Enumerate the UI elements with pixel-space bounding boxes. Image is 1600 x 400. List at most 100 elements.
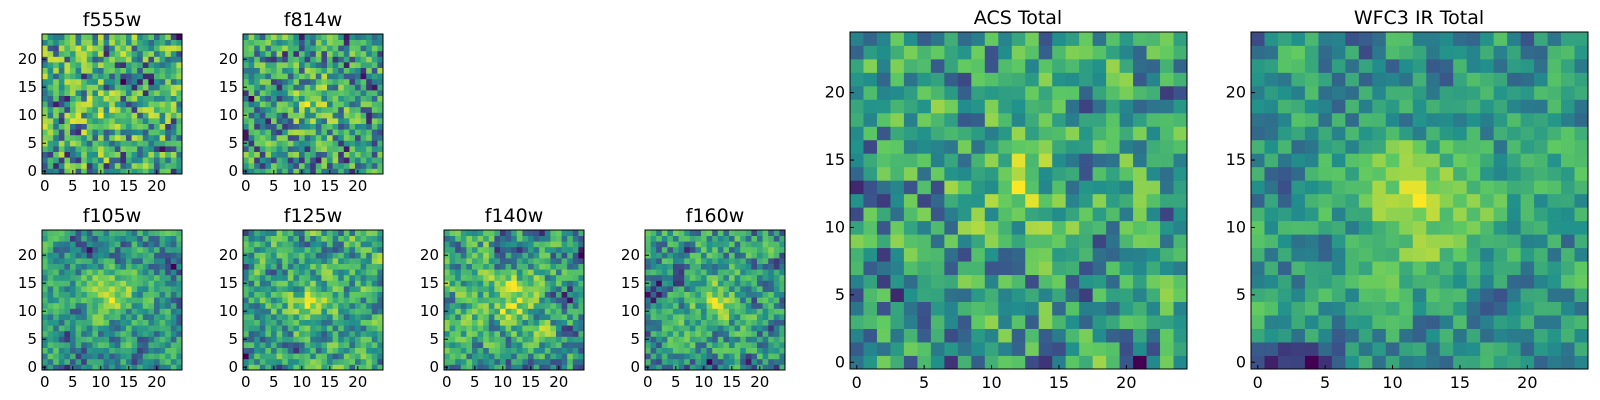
heatmap-cell [92, 286, 99, 292]
heatmap-cell [86, 106, 93, 113]
heatmap-cell [142, 162, 149, 169]
heatmap-cell [1331, 261, 1346, 276]
heatmap-cell [142, 129, 149, 136]
heatmap-cell [1038, 261, 1053, 276]
heatmap-cell [321, 67, 328, 74]
heatmap-cell [773, 263, 780, 270]
heatmap-cell [505, 280, 512, 287]
heatmap-cell [366, 336, 373, 343]
heatmap-cell [1011, 32, 1026, 46]
heatmap-cell [349, 168, 356, 175]
heatmap-cell [539, 342, 546, 348]
heatmap-cell [338, 50, 345, 57]
heatmap-cell [483, 286, 490, 292]
heatmap-cell [360, 342, 367, 348]
heatmap-cell [472, 269, 478, 276]
heatmap-cell [58, 358, 65, 365]
heatmap-cell [460, 241, 467, 248]
heatmap-cell [332, 123, 339, 130]
heatmap-cell [876, 288, 891, 302]
heatmap-cell [154, 297, 160, 304]
heatmap-cell [511, 297, 518, 304]
heatmap-cell [957, 32, 972, 46]
heatmap-cell [332, 45, 339, 52]
heatmap-cell [81, 336, 88, 343]
heatmap-cell [81, 78, 88, 85]
heatmap-cell [917, 153, 932, 168]
heatmap-cell [321, 230, 328, 236]
heatmap-cell [98, 252, 104, 259]
heatmap-cell [1025, 45, 1040, 60]
heatmap-cell [930, 301, 945, 316]
heatmap-cell [695, 319, 702, 326]
heatmap-cell [449, 241, 456, 248]
heatmap-cell [1092, 85, 1107, 100]
heatmap-cell [1052, 301, 1067, 316]
heatmap-cell [343, 151, 350, 158]
heatmap-cell [466, 302, 473, 309]
heatmap-cell [556, 241, 562, 248]
heatmap-cell [1493, 355, 1508, 370]
heatmap-cell [259, 118, 266, 124]
heatmap-cell [745, 286, 752, 292]
heatmap-cell [957, 261, 972, 276]
heatmap-cell [723, 241, 730, 248]
heatmap-cell [154, 146, 160, 152]
heatmap-cell [293, 358, 300, 365]
heatmap-cell [42, 50, 48, 57]
heatmap-cell [310, 319, 317, 326]
heatmap-cell [254, 162, 261, 169]
heatmap-cell [645, 325, 651, 332]
heatmap-cell [315, 168, 322, 175]
heatmap-cell [903, 112, 918, 127]
heatmap-cell [248, 291, 255, 298]
heatmap-cell [1520, 274, 1535, 289]
heatmap-cell [757, 319, 763, 326]
heatmap-cell [516, 330, 523, 337]
heatmap-cell [729, 358, 735, 365]
heatmap-cell [850, 301, 864, 316]
heatmap-cell [455, 263, 462, 270]
heatmap-cell [734, 319, 741, 326]
heatmap-cell [661, 280, 668, 287]
heatmap-cell [998, 274, 1013, 289]
heatmap-cell [1251, 193, 1265, 208]
heatmap-cell [850, 288, 864, 302]
heatmap-cell [98, 297, 104, 304]
heatmap-cell [254, 308, 261, 315]
heatmap-cell [1277, 139, 1292, 154]
heatmap-cell [332, 330, 339, 337]
heatmap-cell [444, 358, 450, 365]
heatmap-cell [254, 67, 261, 74]
heatmap-cell [578, 235, 585, 242]
heatmap-cell [1547, 220, 1562, 235]
heatmap-cell [321, 112, 328, 119]
heatmap-cell [304, 56, 311, 63]
heatmap-cell [321, 258, 328, 264]
heatmap-cell [142, 258, 149, 264]
heatmap-cell [998, 234, 1013, 249]
heatmap-cell [103, 123, 110, 130]
heatmap-cell [349, 106, 356, 113]
heatmap-cell [349, 73, 356, 80]
heatmap-cell [377, 319, 384, 326]
heatmap-cell [1119, 355, 1134, 370]
heatmap-cell [332, 151, 339, 158]
heatmap-cell [299, 297, 305, 304]
heatmap-cell [81, 358, 88, 365]
heatmap-cell [656, 291, 663, 298]
heatmap-cell [1052, 166, 1067, 181]
heatmap-cell [282, 269, 289, 276]
heatmap-cell [863, 180, 878, 195]
heatmap-cell [1025, 328, 1040, 343]
heatmap-cell [366, 84, 373, 91]
heatmap-cell [472, 263, 478, 270]
heatmap-cell [449, 342, 456, 348]
heatmap-cell [984, 288, 999, 302]
heatmap-cell [1372, 342, 1387, 356]
heatmap-cell [98, 67, 104, 74]
heatmap-cell [494, 246, 501, 253]
heatmap-cell [81, 269, 88, 276]
heatmap-cell [1385, 207, 1400, 222]
heatmap-cell [455, 258, 462, 264]
